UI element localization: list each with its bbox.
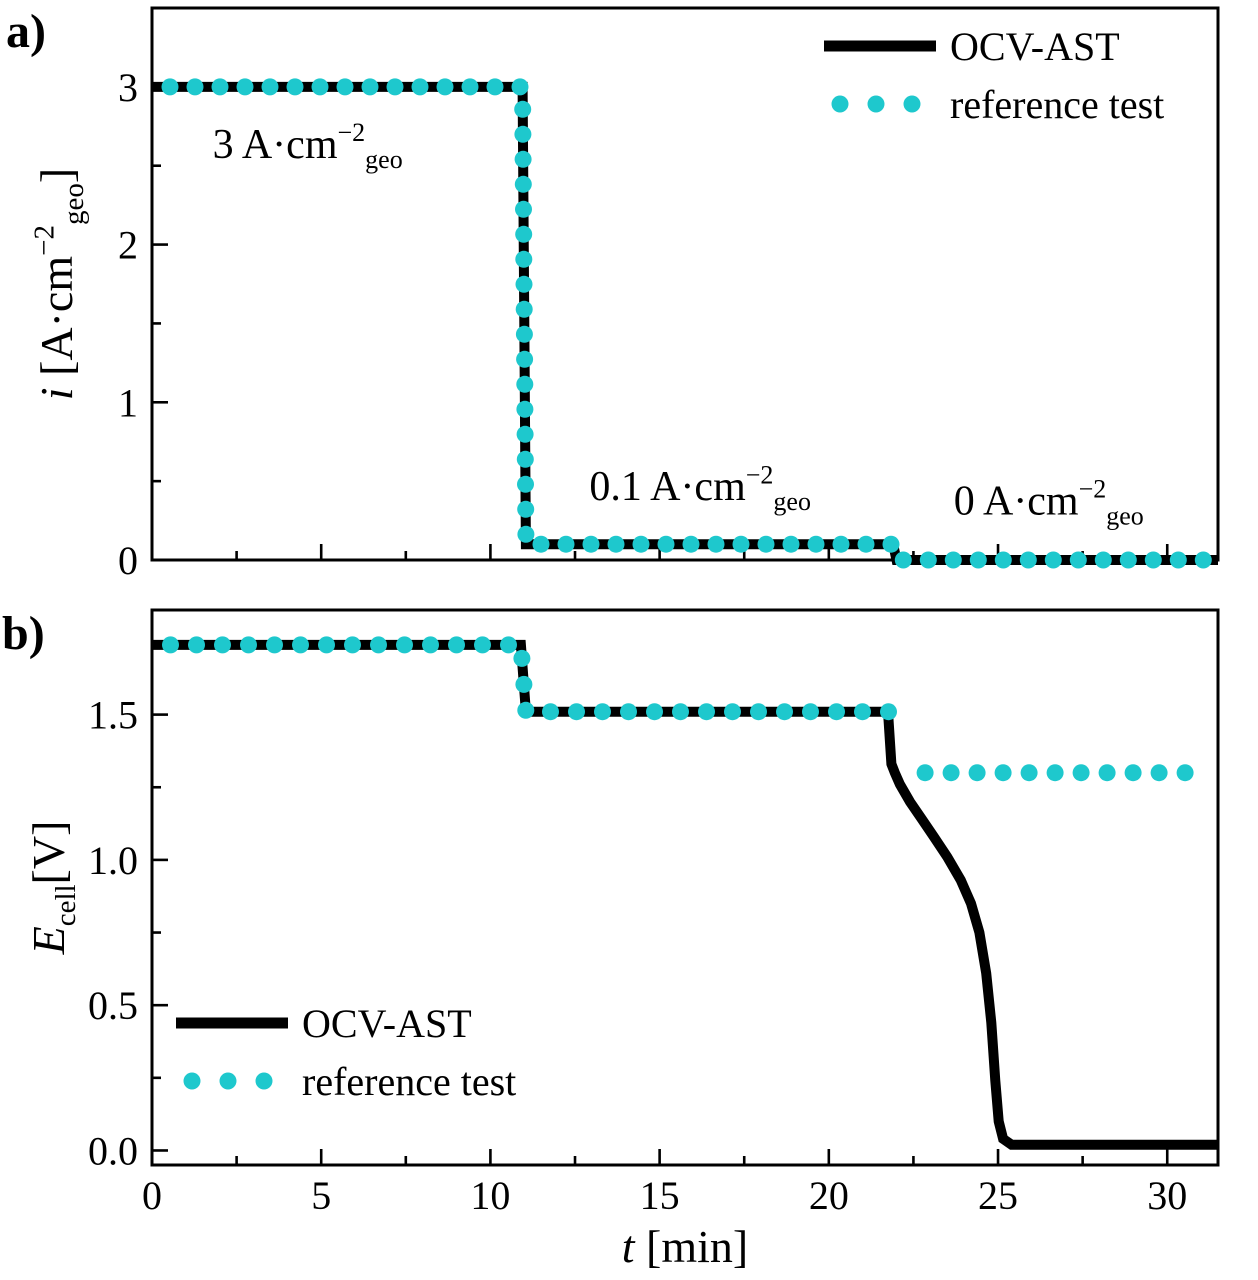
panel-a-label: a) [6, 5, 46, 58]
panel-a: 0 1 2 3 3 A·cm−2geo 0.1 A·cm−2geo 0 A·cm−2geo i… [29, 6, 1220, 583]
series-ocv-ast [152, 639, 1218, 1150]
axis-ticks [150, 640, 1169, 1165]
legend-label-reference-test: reference test [302, 1059, 516, 1104]
y-tick-label: 1.0 [88, 838, 138, 883]
legend-b: OCV-AST reference test [176, 1001, 516, 1104]
x-tick-label: 20 [809, 1173, 849, 1218]
annotation-a-0: 3 A·cm−2geo [213, 118, 403, 174]
x-tick-label: 5 [311, 1173, 331, 1218]
y-axis-title-b: Ecell[V] [23, 821, 82, 956]
x-tick-label: 15 [640, 1173, 680, 1218]
y-tick-label: 3 [118, 65, 138, 110]
y-tick-label: 1.5 [88, 693, 138, 738]
panel-b-label: b) [2, 607, 45, 660]
x-axis-title: t [min] [622, 1221, 748, 1272]
series-reference-test [162, 636, 1194, 782]
y-tick-label: 0 [118, 538, 138, 583]
axes-frame [150, 6, 1220, 562]
annotation-a-1: 0.1 A·cm−2geo [589, 460, 811, 516]
y-tick-label: 2 [118, 223, 138, 268]
y-tick-label: 1 [118, 380, 138, 425]
legend-sample-dots [831, 95, 921, 113]
annotation-a-2: 0 A·cm−2geo [954, 475, 1144, 531]
legend-label-reference-test: reference test [950, 82, 1164, 127]
y-axis-title-a: i [A·cm−2geo] [29, 168, 90, 400]
legend-sample-dots [183, 1072, 273, 1090]
x-tick-label: 0 [142, 1173, 162, 1218]
x-tick-label: 25 [978, 1173, 1018, 1218]
y-tick-label: 0.5 [88, 983, 138, 1028]
axes-frame [150, 608, 1220, 1167]
legend-a: OCV-AST reference test [824, 24, 1164, 127]
panel-b: 0.0 0.5 1.0 1.5 0 5 10 15 20 25 30 Ecell[V] t [min] O… [23, 608, 1220, 1272]
x-tick-label: 10 [470, 1173, 510, 1218]
legend-label-ocv-ast: OCV-AST [302, 1001, 472, 1046]
legend-label-ocv-ast: OCV-AST [950, 24, 1120, 69]
x-tick-label: 30 [1147, 1173, 1187, 1218]
series-reference-test [161, 78, 1212, 569]
y-tick-label: 0.0 [88, 1128, 138, 1173]
